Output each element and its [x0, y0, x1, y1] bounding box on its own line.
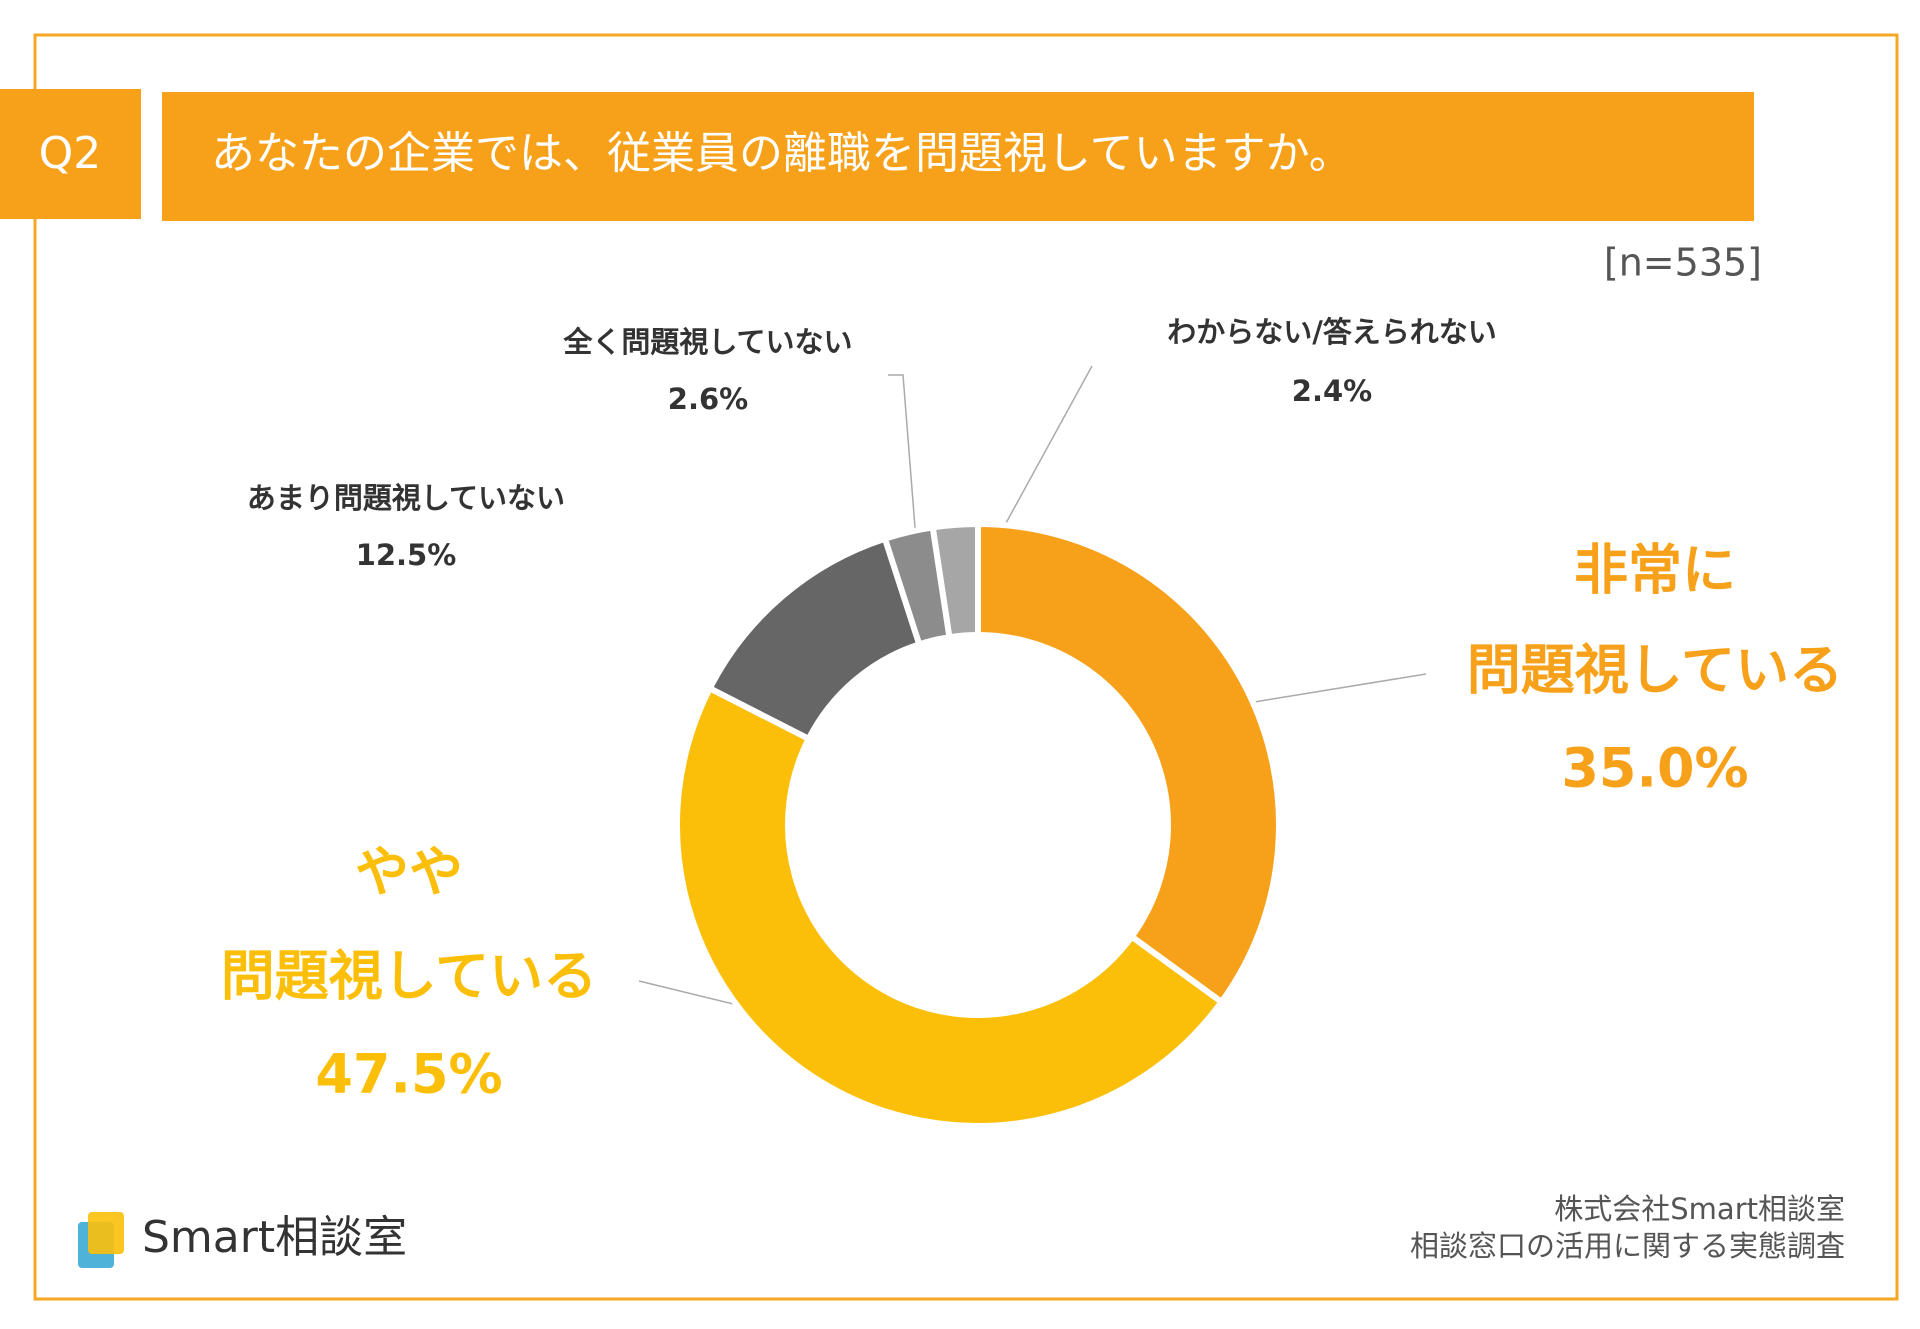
slice-label: あまり問題視していない: [247, 481, 565, 515]
question-label: Q2: [39, 128, 102, 179]
logo-icon: [88, 1212, 124, 1254]
leader-line: [888, 374, 920, 579]
slice-label: 問題視している: [221, 945, 597, 1008]
title-bar: [162, 92, 1754, 221]
slice-label: やや: [355, 841, 463, 904]
frame: [33, 33, 1899, 1301]
logo: Smart相談室: [78, 1212, 407, 1268]
question-box: [0, 89, 141, 219]
value-label: 12.5%: [356, 538, 457, 572]
source: 株式会社Smart相談室: [1554, 1192, 1845, 1226]
value-label: 2.6%: [668, 382, 748, 416]
donut-slice: [975, 520, 1282, 1007]
source: 相談窓口の活用に関する実態調査: [1410, 1229, 1845, 1263]
slice-label: 問題視している: [1467, 639, 1843, 702]
chart-title: あなたの企業では、従業員の離職を問題視していますか。: [211, 128, 1353, 179]
value-label: 2.4%: [1292, 374, 1372, 408]
value-label: 35.0%: [1561, 737, 1748, 800]
sample-size: [n=535]: [1604, 241, 1762, 285]
slice-label: わからない/答えられない: [1167, 315, 1497, 349]
donut-slice: [674, 684, 1226, 1129]
value-label: 47.5%: [315, 1043, 502, 1106]
slice-label: 全く問題視していない: [562, 325, 852, 359]
donut-slice: [929, 520, 981, 641]
slice-label: 非常に: [1574, 539, 1736, 602]
logo-text: Smart相談室: [142, 1212, 407, 1263]
